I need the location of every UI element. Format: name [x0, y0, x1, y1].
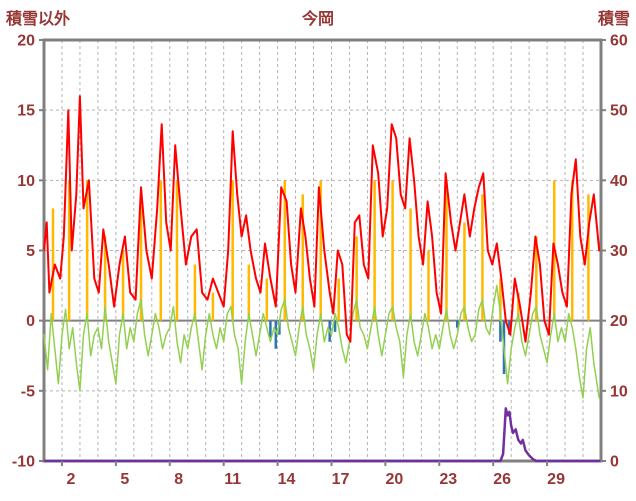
svg-text:11: 11: [224, 471, 241, 488]
svg-text:20: 20: [610, 313, 628, 330]
svg-text:40: 40: [610, 173, 628, 190]
svg-text:5: 5: [26, 243, 35, 260]
svg-text:2: 2: [66, 471, 75, 488]
svg-text:0: 0: [610, 454, 619, 471]
svg-text:60: 60: [610, 33, 628, 50]
right-axis-title: 積雪: [597, 11, 630, 28]
svg-text:0: 0: [26, 313, 35, 330]
svg-text:29: 29: [547, 471, 565, 488]
svg-text:10: 10: [17, 173, 35, 190]
svg-text:-5: -5: [21, 383, 35, 400]
chart-title: 今岡: [301, 11, 334, 28]
svg-text:15: 15: [17, 103, 35, 120]
svg-text:26: 26: [493, 471, 511, 488]
svg-text:5: 5: [120, 471, 129, 488]
svg-text:-10: -10: [12, 454, 35, 471]
svg-text:50: 50: [610, 103, 628, 120]
svg-text:10: 10: [610, 383, 628, 400]
svg-text:20: 20: [17, 33, 35, 50]
svg-text:23: 23: [439, 471, 457, 488]
svg-text:20: 20: [385, 471, 403, 488]
svg-text:14: 14: [278, 471, 296, 488]
svg-text:30: 30: [610, 243, 628, 260]
left-axis-title: 積雪以外: [6, 11, 71, 28]
svg-text:8: 8: [174, 471, 183, 488]
svg-text:17: 17: [332, 471, 350, 488]
